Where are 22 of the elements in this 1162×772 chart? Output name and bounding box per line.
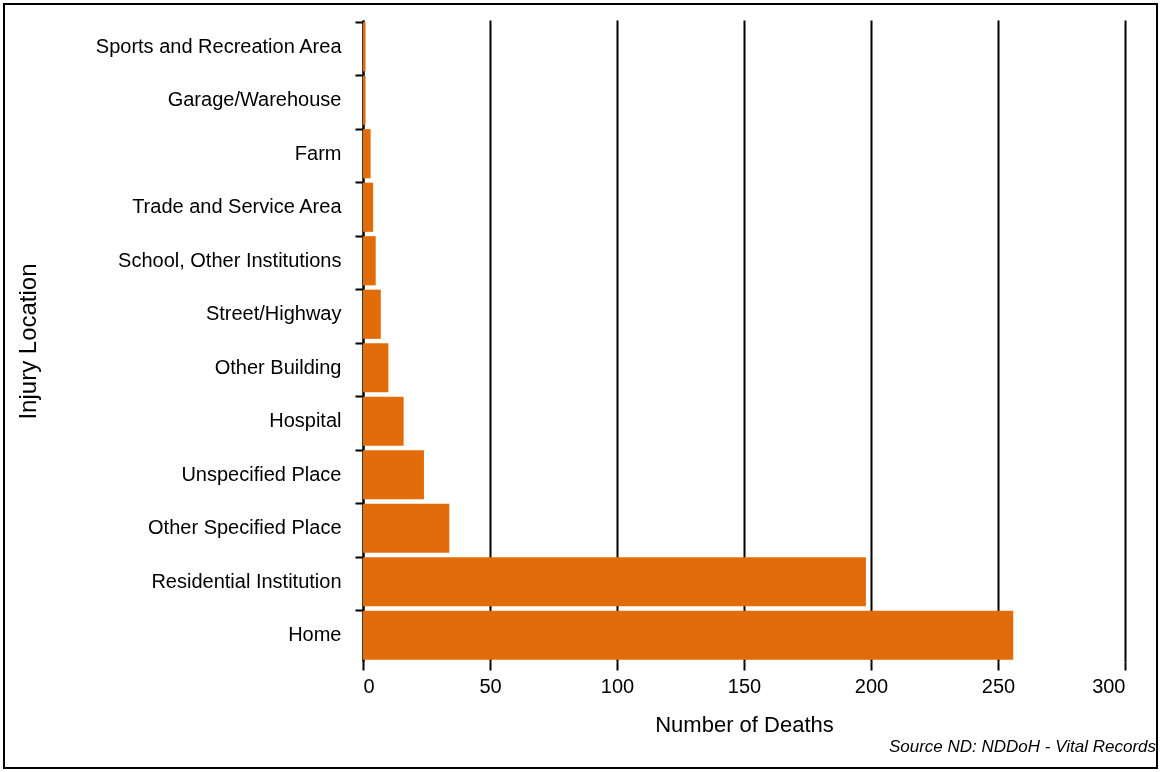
y-tick-label: Hospital — [269, 409, 342, 432]
x-tick-label: 250 — [981, 674, 1016, 697]
y-tick-label: Street/Highway — [205, 302, 342, 325]
y-tick-label: Residential Institution — [151, 569, 342, 592]
y-tick-label: Farm — [294, 141, 342, 164]
y-tick-label: Home — [288, 623, 342, 646]
y-tick-label: School, Other Institutions — [118, 248, 342, 271]
y-tick-label: Unspecified Place — [181, 462, 342, 485]
y-tick-label: Trade and Service Area — [132, 195, 343, 218]
x-tick-label: 300 — [1092, 674, 1126, 697]
y-axis-title: Injury Location — [13, 263, 41, 420]
y-tick-label: Other Building — [214, 355, 342, 378]
x-tick-label: 100 — [600, 674, 635, 697]
x-tick-label: 50 — [479, 674, 502, 697]
x-tick-label: 200 — [854, 674, 889, 697]
x-tick-label: 0 — [363, 674, 375, 697]
x-axis-title: Number of Deaths — [655, 711, 834, 737]
y-tick-label: Other Specified Place — [148, 516, 342, 539]
y-tick-label: Garage/Warehouse — [167, 88, 342, 111]
source-note: Source ND: NDDoH - Vital Records — [888, 737, 1157, 756]
x-tick-label: 150 — [727, 674, 762, 697]
y-tick-label: Sports and Recreation Area — [95, 34, 343, 57]
